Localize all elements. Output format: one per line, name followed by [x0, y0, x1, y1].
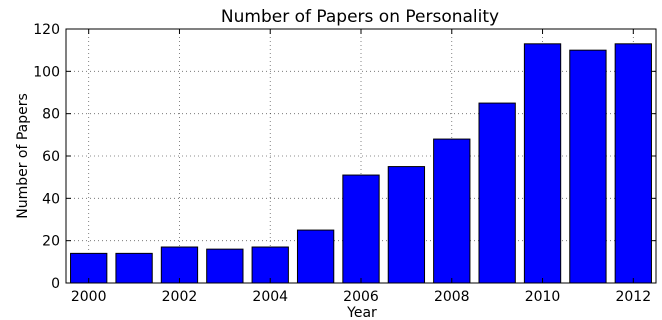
bar-2011 — [569, 49, 607, 284]
chart-title: Number of Papers on Personality — [221, 7, 499, 27]
x-tick-label: 2010 — [525, 289, 561, 305]
y-tick-label: 120 — [33, 22, 60, 38]
y-axis-label: Number of Papers — [15, 93, 31, 219]
bar-2005 — [296, 229, 335, 284]
bar-2010 — [523, 43, 562, 284]
bar-2007 — [387, 166, 426, 284]
x-axis-ticks: 2000 2002 2004 2006 2008 2010 2012 — [71, 29, 651, 305]
bar-2004 — [251, 246, 289, 284]
x-axis-label: Year — [346, 305, 377, 320]
bar-2009 — [478, 102, 516, 284]
y-tick-label: 100 — [33, 64, 60, 80]
x-tick-label: 2002 — [162, 289, 198, 305]
x-tick-label: 2004 — [252, 289, 288, 305]
y-tick-label: 20 — [42, 234, 60, 250]
bar-2001 — [115, 252, 153, 284]
y-axis-ticks: 0 20 40 60 80 100 120 — [33, 22, 656, 292]
y-tick-label: 0 — [51, 276, 60, 292]
y-tick-label: 80 — [42, 107, 60, 123]
bar-2006 — [342, 174, 380, 284]
bar-2008 — [433, 138, 471, 284]
x-tick-label: 2000 — [71, 289, 107, 305]
x-tick-label: 2006 — [343, 289, 379, 305]
bar-2012 — [614, 43, 652, 284]
x-tick-label: 2008 — [434, 289, 470, 305]
bar-2003 — [206, 248, 244, 284]
bars — [70, 43, 652, 284]
bar-2002 — [160, 246, 199, 284]
y-tick-label: 60 — [42, 149, 60, 165]
y-tick-label: 40 — [42, 191, 60, 207]
x-tick-label: 2012 — [615, 289, 651, 305]
